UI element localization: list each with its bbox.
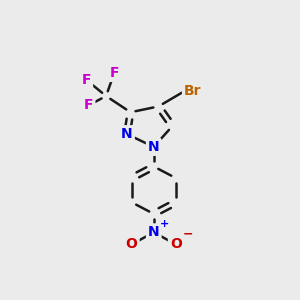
- Text: O: O: [170, 237, 182, 251]
- Text: F: F: [110, 66, 119, 80]
- Text: N: N: [148, 140, 160, 154]
- Text: F: F: [84, 98, 93, 112]
- Text: N: N: [148, 225, 160, 239]
- Text: O: O: [126, 237, 138, 251]
- Text: N: N: [121, 127, 133, 141]
- Text: −: −: [182, 228, 193, 241]
- Text: Br: Br: [184, 84, 202, 98]
- Text: +: +: [160, 219, 170, 229]
- Text: F: F: [82, 73, 91, 87]
